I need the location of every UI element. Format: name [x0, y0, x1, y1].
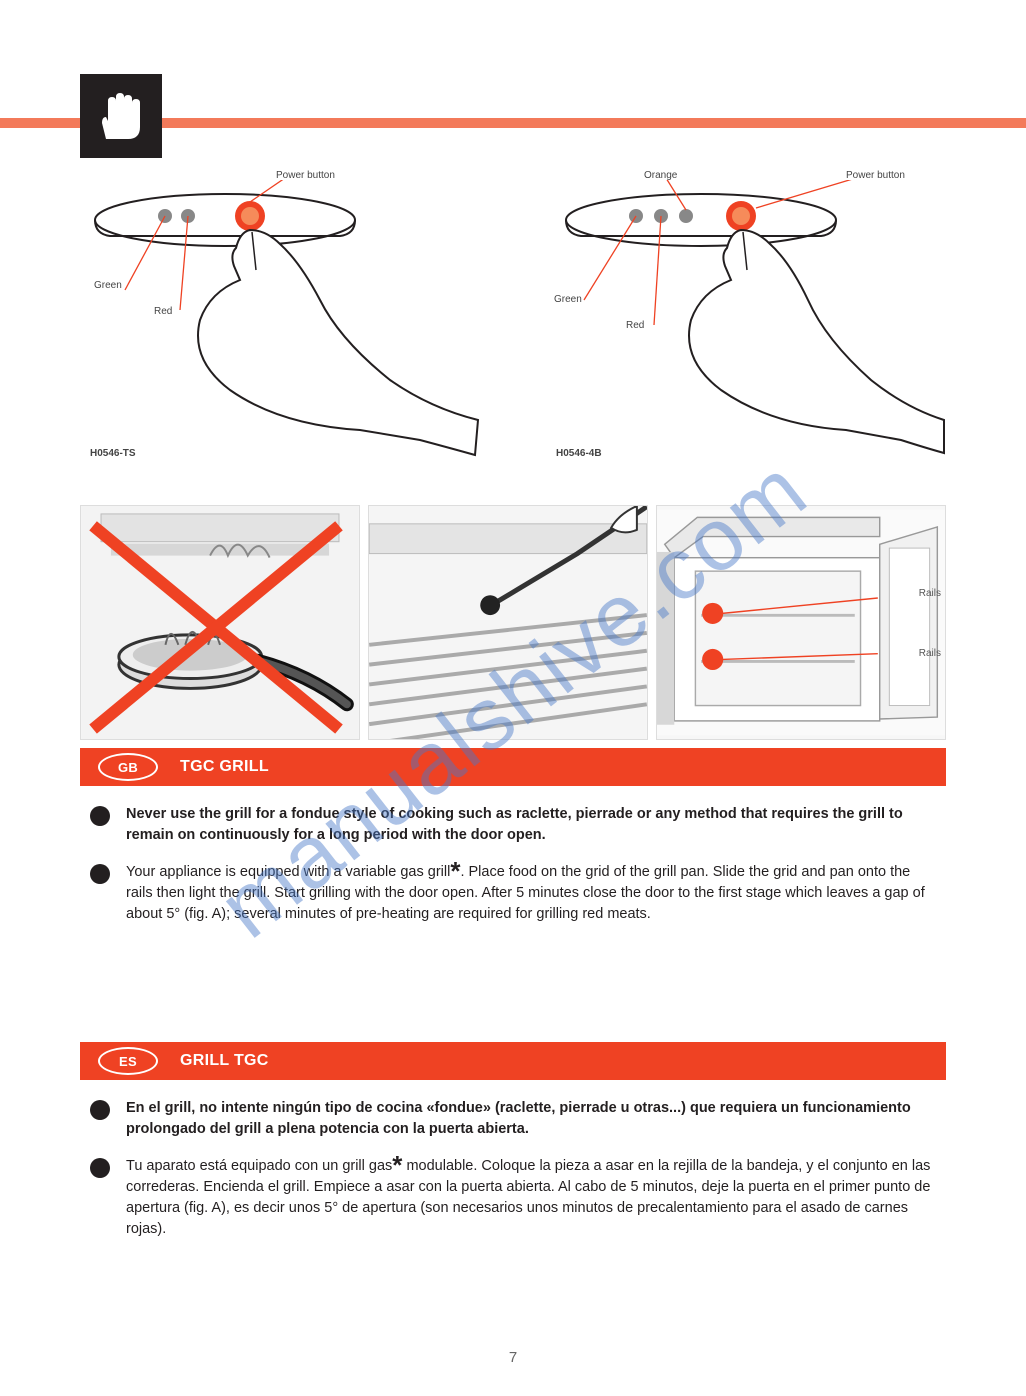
illustration-no-fondue: [80, 505, 360, 740]
bullet-row: En el grill, no intente ningún tipo de c…: [90, 1098, 936, 1140]
bullet-text: Never use the grill for a fondue style o…: [126, 804, 936, 846]
bullet-text: Your appliance is equipped with a variab…: [126, 862, 936, 925]
label-model-right: H0546-4B: [556, 448, 602, 459]
label-green-left: Green: [94, 280, 122, 291]
lang-body-es: En el grill, no intente ningún tipo de c…: [80, 1080, 946, 1250]
rails-label-bottom: Rails: [919, 648, 941, 659]
lang-code-es: ES: [98, 1047, 158, 1075]
label-power-button-left: Power button: [276, 170, 335, 181]
lang-code-gb: GB: [98, 753, 158, 781]
bullet-dot-icon: [90, 1158, 110, 1178]
remote-left-diagram: Power button Green Red H0546-TS: [80, 180, 480, 470]
lang-header-es: ES GRILL TGC: [80, 1042, 946, 1080]
remote-right-diagram: Orange Power button Green Red H0546-4B: [546, 180, 946, 470]
bullet-text: Tu aparato está equipado con un grill ga…: [126, 1156, 936, 1240]
bullet-row: Your appliance is equipped with a variab…: [90, 862, 936, 925]
bullet-text: En el grill, no intente ningún tipo de c…: [126, 1098, 936, 1140]
bullet-row: Tu aparato está equipado con un grill ga…: [90, 1156, 936, 1240]
lang-block-es: ES GRILL TGC En el grill, no intente nin…: [80, 1042, 946, 1250]
bullet-dot-icon: [90, 864, 110, 884]
label-green-right: Green: [554, 294, 582, 305]
lang-heading-gb: TGC GRILL: [180, 758, 269, 776]
remote-diagrams-row: Power button Green Red H0546-TS Or: [80, 180, 946, 480]
label-red-left: Red: [154, 306, 172, 317]
bullet-row: Never use the grill for a fondue style o…: [90, 804, 936, 846]
rails-label-top: Rails: [919, 588, 941, 599]
lang-block-gb: GB TGC GRILL Never use the grill for a f…: [80, 748, 946, 935]
illustration-oven-rails: Rails Rails: [656, 505, 946, 740]
page-container: Power button Green Red H0546-TS Or: [0, 0, 1026, 1396]
lang-body-gb: Never use the grill for a fondue style o…: [80, 786, 946, 935]
bullet-dot-icon: [90, 806, 110, 826]
bullet-dot-icon: [90, 1100, 110, 1120]
label-orange-right: Orange: [644, 170, 677, 181]
illustration-light-grill: [368, 505, 648, 740]
illustration-row: Rails Rails: [80, 505, 946, 740]
label-model-left: H0546-TS: [90, 448, 136, 459]
lang-heading-es: GRILL TGC: [180, 1052, 269, 1070]
lang-header-gb: GB TGC GRILL: [80, 748, 946, 786]
hand-icon: [80, 74, 162, 158]
page-number: 7: [0, 1349, 1026, 1366]
label-red-right: Red: [626, 320, 644, 331]
label-power-button-right: Power button: [846, 170, 905, 181]
